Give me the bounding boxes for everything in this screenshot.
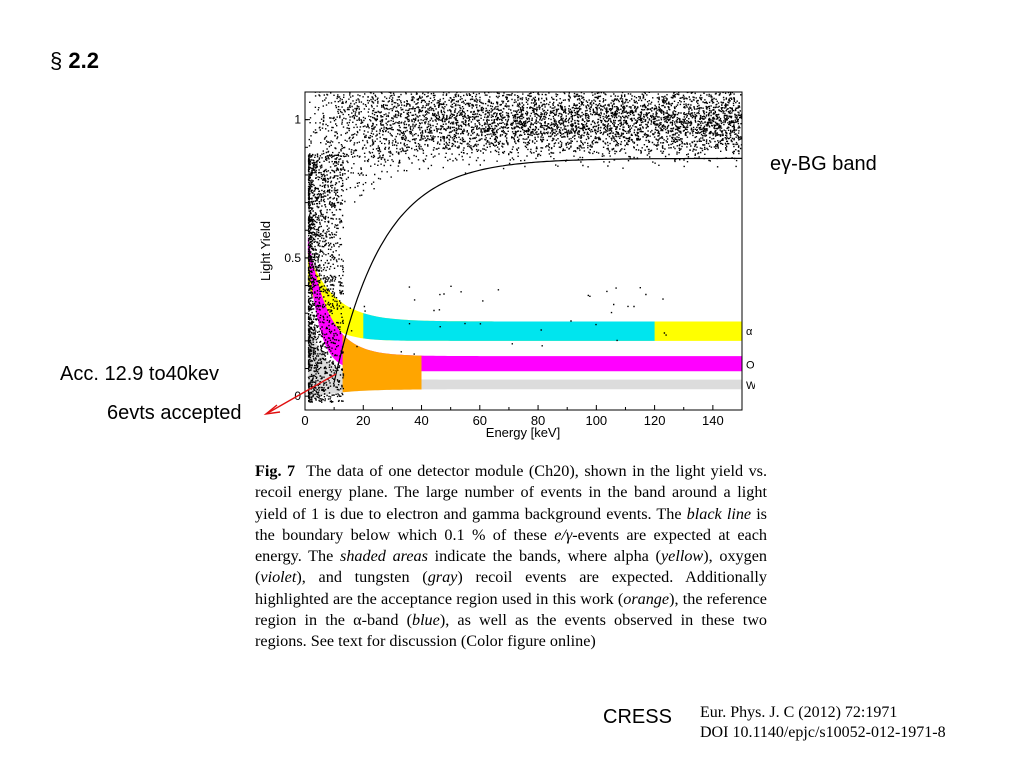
x-tick-label: 140 <box>702 413 724 428</box>
section-heading: § 2.2 <box>50 48 99 74</box>
y-tick-label: 1 <box>294 113 301 127</box>
x-axis-label: Energy [keV] <box>486 425 560 440</box>
section-number: 2.2 <box>68 48 99 73</box>
section-symbol: § <box>50 48 63 73</box>
acceptance-region <box>342 334 422 393</box>
reference-region <box>363 313 655 341</box>
citation-journal: Eur. Phys. J. C (2012) 72:1971 <box>700 704 898 721</box>
figure-caption: Fig. 7 The data of one detector module (… <box>255 462 768 651</box>
footer-label: CRESS <box>603 706 672 728</box>
x-tick-label: 120 <box>644 413 666 428</box>
citation-doi: DOI 10.1140/epjc/s10052-012-1971-8 <box>700 724 946 741</box>
x-tick-label: 80 <box>531 413 545 428</box>
caption-fig-label: Fig. 7 <box>255 462 296 480</box>
x-tick-label: 20 <box>356 413 370 428</box>
plot-frame <box>304 91 743 411</box>
x-tick-label: 0 <box>301 413 308 428</box>
x-axis: 0 20 40 60 80 100 120 140 <box>301 405 724 428</box>
arrow-head <box>263 404 281 416</box>
band-labels: α OW <box>746 326 755 392</box>
acceptance-label: Acc. 12.9 to40kev <box>60 363 219 385</box>
y-tick-label: 0.5 <box>284 251 301 265</box>
accepted-events-label: 6evts accepted <box>107 402 242 424</box>
citation: Eur. Phys. J. C (2012) 72:1971 DOI 10.11… <box>700 703 946 743</box>
chart-bands <box>307 236 742 400</box>
band-label-3: W <box>746 380 755 392</box>
chart-boundary <box>333 157 742 383</box>
y-axis-label: Light Yield <box>258 221 273 281</box>
light-yield-chart: 0 20 40 60 80 100 120 140 0 0.5 1 α OW Energy [keV… <box>258 91 755 440</box>
x-tick-label: 60 <box>473 413 487 428</box>
band-label: eγ-BG band <box>770 153 877 175</box>
band-label-2: O <box>746 359 755 371</box>
arrow-line <box>265 373 337 415</box>
band-label-1: α <box>746 326 753 338</box>
x-tick-label: 40 <box>414 413 428 428</box>
boundary-line <box>333 157 742 383</box>
x-tick-label: 100 <box>585 413 607 428</box>
